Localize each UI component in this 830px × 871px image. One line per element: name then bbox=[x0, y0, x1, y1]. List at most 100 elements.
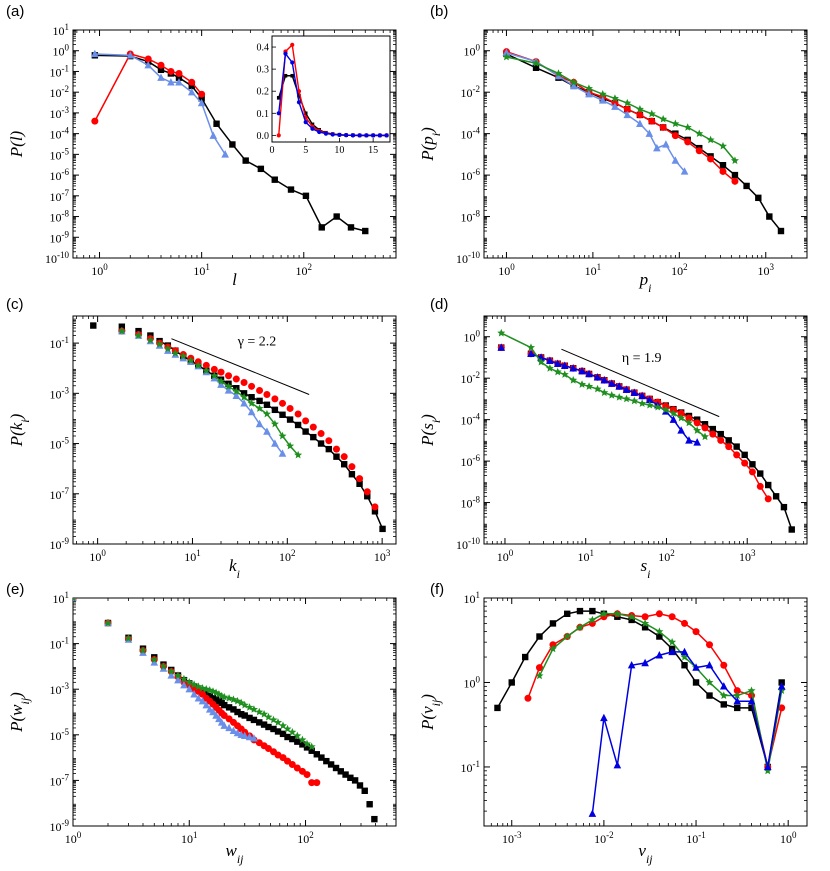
circle-marker bbox=[217, 368, 225, 376]
star-marker bbox=[622, 394, 631, 403]
inset-y-tick-label: 0.4 bbox=[257, 43, 270, 54]
circle-marker bbox=[294, 410, 302, 418]
star-marker bbox=[677, 413, 686, 422]
triangle-marker bbox=[225, 723, 233, 732]
x-tick-label: 102 bbox=[279, 548, 296, 564]
star-marker bbox=[255, 404, 264, 412]
circle-marker bbox=[283, 51, 288, 56]
circle-marker bbox=[332, 445, 340, 453]
inset: 0 5 10 15 0.0 0.1 0.2 0.3 0.4 bbox=[257, 35, 391, 156]
triangle-marker bbox=[240, 731, 249, 740]
star-marker bbox=[194, 361, 203, 369]
triangle-marker bbox=[560, 361, 569, 369]
star-marker bbox=[683, 123, 692, 131]
star-marker bbox=[645, 400, 654, 409]
triangle-marker bbox=[585, 369, 593, 378]
circle-marker bbox=[701, 424, 709, 432]
x-axis-label: l bbox=[232, 270, 237, 289]
y-tick-label: 10-10 bbox=[456, 250, 480, 266]
square-marker bbox=[681, 662, 688, 669]
triangle-marker bbox=[662, 140, 670, 148]
y-tick-label: 10-1 bbox=[50, 335, 70, 351]
square-marker bbox=[701, 421, 709, 428]
triangle-marker bbox=[600, 375, 609, 384]
series-black bbox=[498, 344, 795, 533]
square-marker bbox=[308, 747, 315, 754]
triangle-marker bbox=[167, 78, 175, 86]
circle-marker bbox=[248, 382, 256, 390]
triangle-marker bbox=[669, 415, 678, 423]
square-marker bbox=[246, 714, 253, 722]
y-tick-label: 10-8 bbox=[50, 209, 70, 225]
square-marker bbox=[379, 525, 386, 533]
circle-marker bbox=[719, 167, 727, 175]
star-marker bbox=[599, 609, 608, 618]
square-marker bbox=[256, 719, 263, 726]
circle-marker bbox=[377, 133, 382, 138]
square-marker bbox=[325, 445, 333, 453]
circle-marker bbox=[167, 67, 175, 75]
y-tick-label: 10-1 bbox=[50, 636, 70, 652]
star-marker bbox=[659, 114, 668, 123]
star-marker bbox=[607, 391, 616, 399]
triangle-marker bbox=[777, 682, 786, 690]
y-tick-label: 10-9 bbox=[50, 536, 70, 552]
triangle-marker bbox=[245, 732, 254, 741]
square-marker bbox=[327, 761, 335, 768]
triangle-marker bbox=[693, 438, 701, 446]
series-red bbox=[497, 344, 772, 503]
series-black bbox=[91, 52, 369, 235]
square-marker bbox=[706, 692, 713, 699]
star-marker bbox=[186, 356, 195, 365]
square-marker bbox=[641, 624, 649, 631]
triangle-marker bbox=[190, 690, 198, 698]
triangle-marker bbox=[598, 96, 607, 104]
circle-marker bbox=[288, 760, 296, 768]
triangle-marker bbox=[685, 436, 693, 444]
x-axis-label: pi bbox=[639, 270, 652, 295]
x-tick-label: 100 bbox=[498, 262, 515, 278]
star-marker bbox=[73, 598, 76, 602]
triangle-marker bbox=[271, 439, 279, 447]
y-axis-label: P(pi) bbox=[418, 127, 443, 162]
x-tick-label: 100 bbox=[780, 830, 797, 846]
circle-marker bbox=[731, 177, 739, 185]
series-green bbox=[73, 598, 316, 751]
square-marker bbox=[777, 227, 785, 235]
circle-marker bbox=[350, 133, 356, 138]
star-marker bbox=[232, 387, 241, 395]
triangle-marker bbox=[126, 51, 135, 59]
star-marker bbox=[661, 405, 670, 414]
triangle-marker bbox=[224, 386, 233, 394]
triangle-marker bbox=[221, 150, 229, 158]
slope-reference-line bbox=[171, 338, 310, 395]
y-tick-label: 10-3 bbox=[50, 681, 70, 697]
x-tick-label: 101 bbox=[585, 262, 602, 278]
triangle-marker bbox=[607, 379, 616, 387]
series-line bbox=[94, 53, 226, 155]
square-marker bbox=[755, 194, 762, 202]
y-tick-label: 10-9 bbox=[50, 229, 70, 245]
triangle-marker bbox=[217, 380, 225, 388]
star-marker bbox=[124, 634, 133, 642]
star-marker bbox=[262, 409, 271, 418]
series-lightblue bbox=[502, 48, 689, 175]
circle-marker bbox=[276, 133, 281, 138]
series-green bbox=[535, 609, 786, 775]
y-tick-label: 10-4 bbox=[461, 412, 481, 428]
circle-marker bbox=[357, 133, 362, 138]
square-marker bbox=[766, 213, 773, 220]
star-marker bbox=[653, 402, 662, 411]
square-marker bbox=[494, 704, 501, 712]
x-axis-label: vij bbox=[638, 841, 653, 866]
series-line bbox=[530, 353, 698, 444]
x-axis-label: ki bbox=[229, 556, 240, 581]
y-tick-label: 10-5 bbox=[50, 436, 70, 452]
x-tick-label: 101 bbox=[577, 548, 594, 564]
circle-marker bbox=[371, 503, 379, 511]
slope-reference-line bbox=[561, 348, 720, 418]
y-tick-label: 101 bbox=[53, 22, 70, 38]
triangle-marker bbox=[210, 374, 219, 382]
circle-marker bbox=[659, 123, 667, 131]
star-marker bbox=[635, 105, 644, 113]
